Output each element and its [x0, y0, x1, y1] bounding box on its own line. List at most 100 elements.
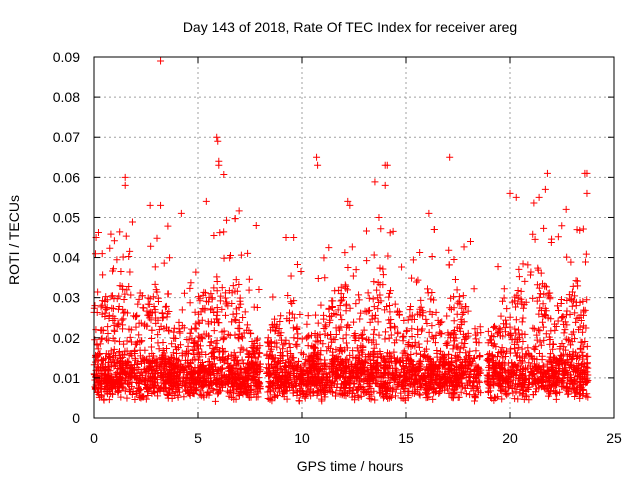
data-point	[328, 297, 336, 305]
data-point	[557, 377, 565, 385]
data-point	[471, 325, 479, 333]
data-point	[491, 322, 498, 330]
data-point	[579, 392, 587, 400]
y-tick-label: 0.04	[53, 250, 80, 266]
data-point	[346, 304, 354, 312]
data-point	[263, 364, 271, 372]
data-point	[554, 233, 562, 241]
data-point	[376, 264, 384, 272]
data-point	[370, 303, 378, 311]
data-point	[175, 383, 183, 391]
data-point	[173, 380, 181, 388]
x-tick-labels: 0 5 10 15 20 25	[90, 430, 622, 446]
data-point	[145, 300, 153, 308]
data-point	[146, 359, 154, 367]
data-point	[437, 347, 445, 355]
data-point	[535, 193, 543, 201]
data-point	[513, 366, 521, 374]
data-point	[514, 380, 522, 388]
data-point	[159, 313, 167, 321]
data-point	[110, 321, 118, 329]
data-point	[503, 391, 511, 399]
data-point	[213, 380, 221, 388]
data-point	[487, 332, 495, 340]
data-point	[304, 333, 312, 341]
data-point	[94, 288, 102, 296]
x-tick-label: 0	[90, 430, 98, 446]
data-point	[536, 327, 544, 335]
data-point	[166, 254, 174, 262]
data-point	[311, 344, 319, 352]
data-point	[119, 253, 127, 261]
data-point	[336, 302, 344, 310]
data-point	[232, 353, 240, 361]
data-point	[218, 355, 226, 363]
data-point	[116, 379, 124, 387]
data-point	[575, 326, 583, 334]
data-point	[365, 336, 373, 344]
data-point	[547, 239, 555, 247]
data-point	[105, 353, 113, 361]
data-point	[210, 355, 218, 363]
data-point	[417, 296, 425, 304]
data-point	[112, 351, 120, 359]
data-point	[574, 364, 582, 372]
data-point	[342, 379, 350, 387]
data-point	[117, 358, 125, 365]
data-point	[514, 395, 522, 403]
data-point	[555, 307, 563, 315]
y-tick-label: 0.02	[53, 330, 80, 346]
data-point	[560, 329, 568, 337]
data-point	[138, 392, 146, 400]
data-point	[428, 377, 436, 385]
data-point	[409, 256, 417, 264]
data-point	[403, 360, 411, 368]
data-point	[369, 349, 377, 357]
data-point	[425, 209, 433, 217]
data-point	[131, 395, 139, 403]
data-point	[520, 354, 528, 362]
data-point	[485, 357, 493, 365]
data-point	[121, 181, 129, 189]
data-point	[183, 336, 191, 344]
data-point	[191, 324, 199, 332]
data-point	[461, 333, 469, 341]
data-point	[251, 375, 259, 383]
data-point	[165, 327, 173, 335]
data-point	[443, 373, 451, 381]
data-point	[368, 374, 376, 382]
data-point	[544, 314, 552, 322]
data-point	[282, 363, 290, 371]
data-point	[475, 365, 483, 373]
data-point	[141, 358, 149, 366]
data-point	[453, 376, 461, 384]
data-point	[409, 364, 417, 372]
data-point	[254, 382, 262, 390]
data-point	[336, 387, 344, 395]
data-point	[566, 377, 574, 385]
data-point	[484, 388, 492, 396]
data-point	[207, 338, 215, 346]
data-point	[131, 356, 139, 364]
data-point	[367, 361, 375, 369]
data-point	[445, 246, 453, 254]
data-point	[117, 267, 125, 275]
data-point	[433, 372, 441, 380]
data-point	[186, 389, 194, 397]
data-point	[405, 387, 413, 395]
data-point	[243, 326, 251, 334]
data-point	[196, 295, 204, 303]
data-point	[253, 371, 261, 379]
data-point	[244, 364, 252, 372]
data-point	[175, 356, 183, 364]
data-point	[422, 315, 430, 323]
data-point	[444, 338, 452, 346]
data-point	[108, 376, 116, 384]
data-point	[237, 300, 245, 308]
data-point	[204, 357, 212, 365]
data-point	[157, 201, 165, 209]
data-point	[149, 293, 157, 301]
data-point	[495, 370, 503, 378]
data-point	[466, 347, 474, 355]
data-point	[104, 372, 112, 380]
